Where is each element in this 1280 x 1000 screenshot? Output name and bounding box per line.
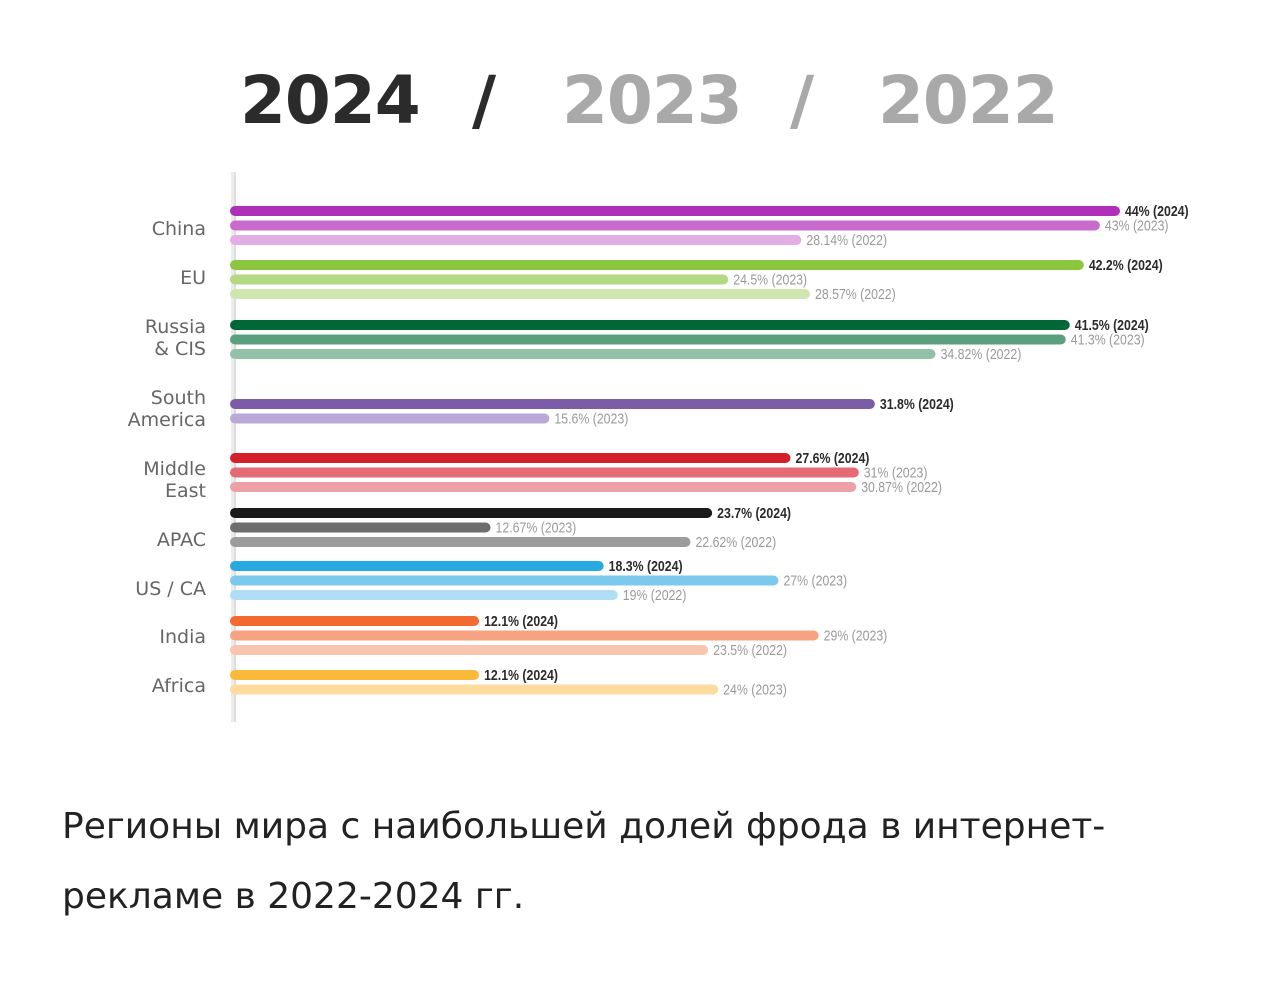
data-label: 29% (2023) bbox=[824, 628, 888, 644]
bar-2024 bbox=[230, 616, 480, 626]
data-label: 27.6% (2024) bbox=[796, 450, 870, 466]
y-axis-line bbox=[231, 172, 236, 722]
title-separator: / bbox=[790, 62, 814, 139]
bar-2022 bbox=[230, 590, 618, 600]
bar-2022 bbox=[230, 537, 691, 547]
data-label: 31.8% (2024) bbox=[880, 396, 954, 412]
bar-2023 bbox=[230, 684, 719, 695]
bar-chart: China 44% (2024)43% (2023) 28.14% (2022) EU… bbox=[128, 172, 1189, 722]
bar-2023 bbox=[230, 413, 550, 424]
data-label: 12.1% (2024) bbox=[484, 613, 558, 629]
data-label: 12.1% (2024) bbox=[484, 667, 558, 683]
bar-2023 bbox=[230, 630, 819, 641]
data-label: 44% (2024) bbox=[1125, 203, 1189, 219]
bar-2024 bbox=[230, 399, 875, 409]
data-label: 15.6% (2023) bbox=[554, 411, 628, 427]
bar-2024 bbox=[230, 670, 480, 680]
bar-2024 bbox=[230, 508, 713, 518]
data-label: 23.7% (2024) bbox=[717, 505, 791, 521]
data-label: 30.87% (2022) bbox=[861, 479, 942, 495]
title-year-2024: 2024 bbox=[240, 62, 421, 139]
bar-2023 bbox=[230, 334, 1066, 345]
bar-2023 bbox=[230, 575, 779, 586]
bar-2023 bbox=[230, 522, 491, 533]
data-label: 19% (2022) bbox=[623, 587, 687, 603]
bar-2022 bbox=[230, 482, 857, 492]
category-label: Middle East bbox=[143, 458, 206, 502]
data-label: 23.5% (2022) bbox=[713, 642, 787, 658]
category-label: Russia & CIS bbox=[145, 316, 206, 360]
data-label: 28.57% (2022) bbox=[815, 286, 896, 302]
bar-2024 bbox=[230, 206, 1120, 216]
data-label: 42.2% (2024) bbox=[1089, 257, 1163, 273]
title-year-2022: 2022 bbox=[878, 62, 1059, 139]
bar-2022 bbox=[230, 289, 810, 299]
figure-caption: Регионы мира с наибольшей долей фрода в … bbox=[62, 806, 1106, 917]
data-label: 12.67% (2023) bbox=[496, 520, 577, 536]
bar-2022 bbox=[230, 645, 709, 655]
data-label: 31% (2023) bbox=[864, 465, 928, 481]
bar-2024 bbox=[230, 453, 791, 463]
data-label: 22.62% (2022) bbox=[695, 534, 776, 550]
data-label: 41.3% (2023) bbox=[1071, 332, 1145, 348]
data-label: 34.82% (2022) bbox=[941, 346, 1022, 362]
bar-2023 bbox=[230, 467, 859, 478]
title-year-2023: 2023 bbox=[562, 62, 743, 139]
data-label: 41.5% (2024) bbox=[1075, 317, 1149, 333]
bar-2023 bbox=[230, 220, 1100, 231]
category-label: EU bbox=[180, 267, 206, 289]
bar-2024 bbox=[230, 320, 1070, 330]
category-label: China bbox=[152, 218, 206, 240]
data-label: 27% (2023) bbox=[783, 573, 847, 589]
category-label: Africa bbox=[152, 675, 206, 697]
title-separator: / bbox=[472, 62, 496, 139]
data-label: 18.3% (2024) bbox=[609, 558, 683, 574]
data-label: 24.5% (2023) bbox=[733, 272, 807, 288]
category-label: India bbox=[159, 626, 206, 648]
bar-2024 bbox=[230, 260, 1084, 270]
category-label: US / CA bbox=[135, 578, 206, 600]
bar-2022 bbox=[230, 349, 936, 359]
chart-title: 2024 / 2023 / 2022 bbox=[0, 62, 1280, 142]
category-label: South America bbox=[128, 387, 206, 431]
data-label: 24% (2023) bbox=[723, 682, 787, 698]
bar-2024 bbox=[230, 561, 604, 571]
data-label: 43% (2023) bbox=[1105, 218, 1169, 234]
bar-2022 bbox=[230, 235, 802, 245]
data-label: 28.14% (2022) bbox=[806, 232, 887, 248]
bar-2023 bbox=[230, 274, 729, 285]
category-label: APAC bbox=[157, 529, 206, 551]
